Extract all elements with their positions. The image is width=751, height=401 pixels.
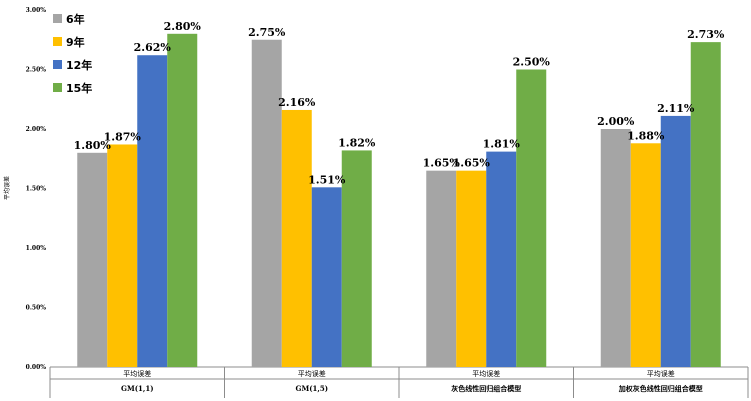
- legend-label: 6年: [66, 12, 85, 26]
- y-axis-label: 平均误差: [3, 176, 11, 200]
- bar-1-2: [251, 39, 282, 367]
- bar-2-3: [456, 170, 487, 367]
- bar-2-1: [107, 144, 138, 367]
- bar-1-1: [77, 152, 108, 367]
- category-label: 加权灰色线性回归组合模型: [618, 384, 703, 393]
- data-label: 1.81%: [483, 138, 521, 151]
- bar-3-2: [311, 187, 342, 367]
- bar-4-3: [516, 69, 547, 367]
- category-sub-label: 平均误差: [123, 369, 151, 378]
- y-tick-label: 2.50%: [26, 67, 47, 74]
- bar-3-4: [660, 115, 691, 367]
- category-label: GM(1,5): [295, 384, 328, 393]
- legend-label: 12年: [66, 58, 92, 72]
- legend-label: 9年: [66, 35, 85, 49]
- bar-2-4: [630, 143, 661, 367]
- data-label: 1.88%: [627, 129, 665, 142]
- data-label: 2.75%: [248, 26, 286, 39]
- category-label: 灰色线性回归组合模型: [451, 384, 521, 393]
- bar-3-3: [486, 151, 517, 367]
- bar-1-3: [426, 170, 457, 367]
- data-label: 2.80%: [164, 20, 202, 33]
- bar-4-1: [167, 33, 198, 368]
- category-sub-label: 平均误差: [298, 369, 326, 378]
- y-tick-label: 1.50%: [26, 186, 47, 193]
- data-label: 1.51%: [308, 173, 346, 186]
- category-label: GM(1,1): [121, 384, 154, 393]
- data-label: 1.65%: [423, 157, 461, 170]
- legend-swatch: [53, 14, 62, 23]
- data-label: 1.87%: [104, 130, 142, 143]
- y-tick-label: 2.00%: [26, 126, 47, 133]
- bar-4-2: [341, 150, 372, 367]
- bar-3-1: [137, 55, 168, 367]
- data-label: 1.65%: [453, 157, 491, 170]
- legend-swatch: [53, 60, 62, 69]
- data-label: 2.50%: [513, 56, 551, 69]
- bar-2-2: [281, 109, 312, 368]
- category-sub-label: 平均误差: [472, 369, 500, 378]
- data-label: 2.16%: [278, 96, 316, 109]
- data-label: 1.80%: [74, 139, 112, 152]
- y-tick-label: 0.00%: [26, 364, 47, 371]
- legend-swatch: [53, 83, 62, 92]
- y-tick-label: 3.00%: [26, 7, 47, 14]
- data-label: 2.00%: [597, 115, 635, 128]
- category-sub-label: 平均误差: [647, 369, 675, 378]
- bar-4-4: [690, 42, 721, 367]
- legend-label: 15年: [66, 81, 92, 95]
- data-label: 2.73%: [687, 28, 725, 41]
- data-label: 2.62%: [134, 41, 172, 54]
- y-tick-label: 0.50%: [26, 305, 47, 312]
- data-label: 1.82%: [338, 136, 376, 149]
- bar-1-4: [600, 129, 631, 367]
- y-tick-label: 1.00%: [26, 245, 47, 252]
- data-label: 2.11%: [657, 102, 695, 115]
- legend-swatch: [53, 37, 62, 46]
